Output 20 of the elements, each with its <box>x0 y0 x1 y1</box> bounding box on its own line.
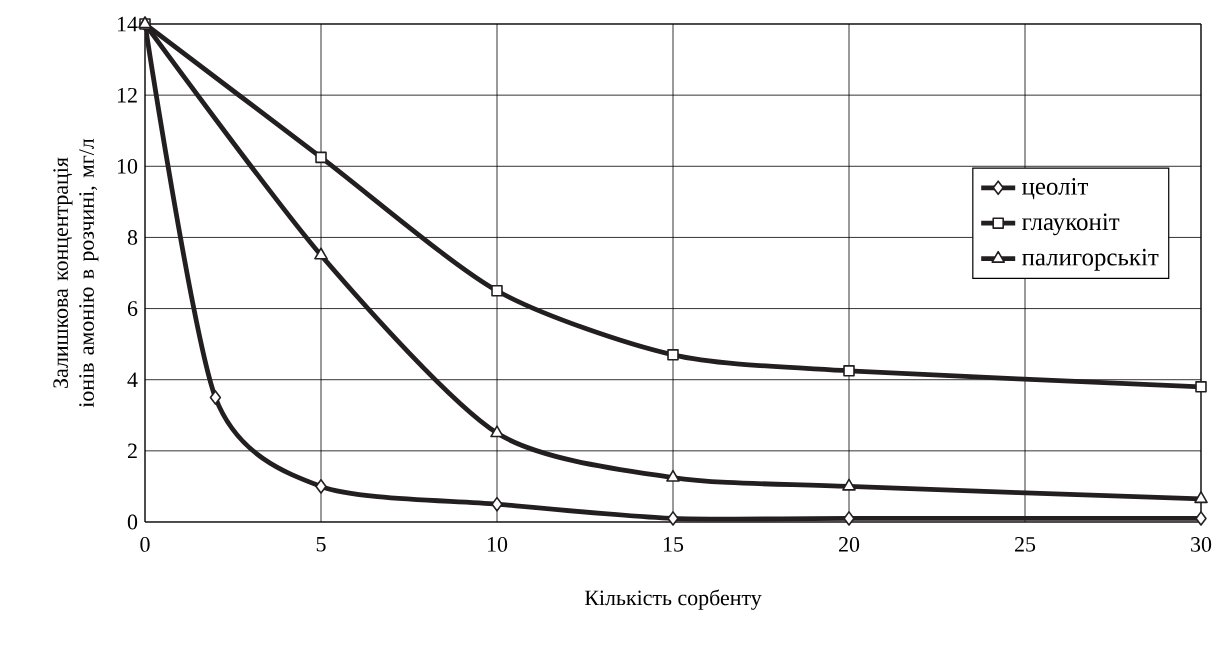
x-tick-label: 20 <box>839 537 860 552</box>
y-tick-label: 4 <box>127 372 138 387</box>
y-tick-label: 8 <box>127 230 138 245</box>
y-tick-label: 0 <box>127 514 138 530</box>
x-tick-label: 0 <box>140 537 150 552</box>
x-tick-label: 25 <box>1015 537 1036 552</box>
x-tick-label: 5 <box>316 537 326 552</box>
y-axis-title: Залишкова концентрація іонів амонію в розчині, мг/л <box>53 138 99 408</box>
x-tick-label: 30 <box>1191 537 1212 552</box>
x-axis-title: Кількість сорбенту <box>584 589 762 610</box>
legend-label: цеоліт <box>1022 178 1088 200</box>
legend-label: глауконіт <box>1022 213 1120 236</box>
x-tick-label: 15 <box>663 537 684 552</box>
y-tick-label: 10 <box>117 158 138 174</box>
legend-label: палигорськіт <box>1022 248 1159 271</box>
y-tick-label: 6 <box>127 301 138 316</box>
y-tick-label: 2 <box>127 443 137 459</box>
y-tick-label: 14 <box>117 16 138 32</box>
x-tick-label: 10 <box>487 537 508 552</box>
y-tick-label: 12 <box>117 87 137 103</box>
